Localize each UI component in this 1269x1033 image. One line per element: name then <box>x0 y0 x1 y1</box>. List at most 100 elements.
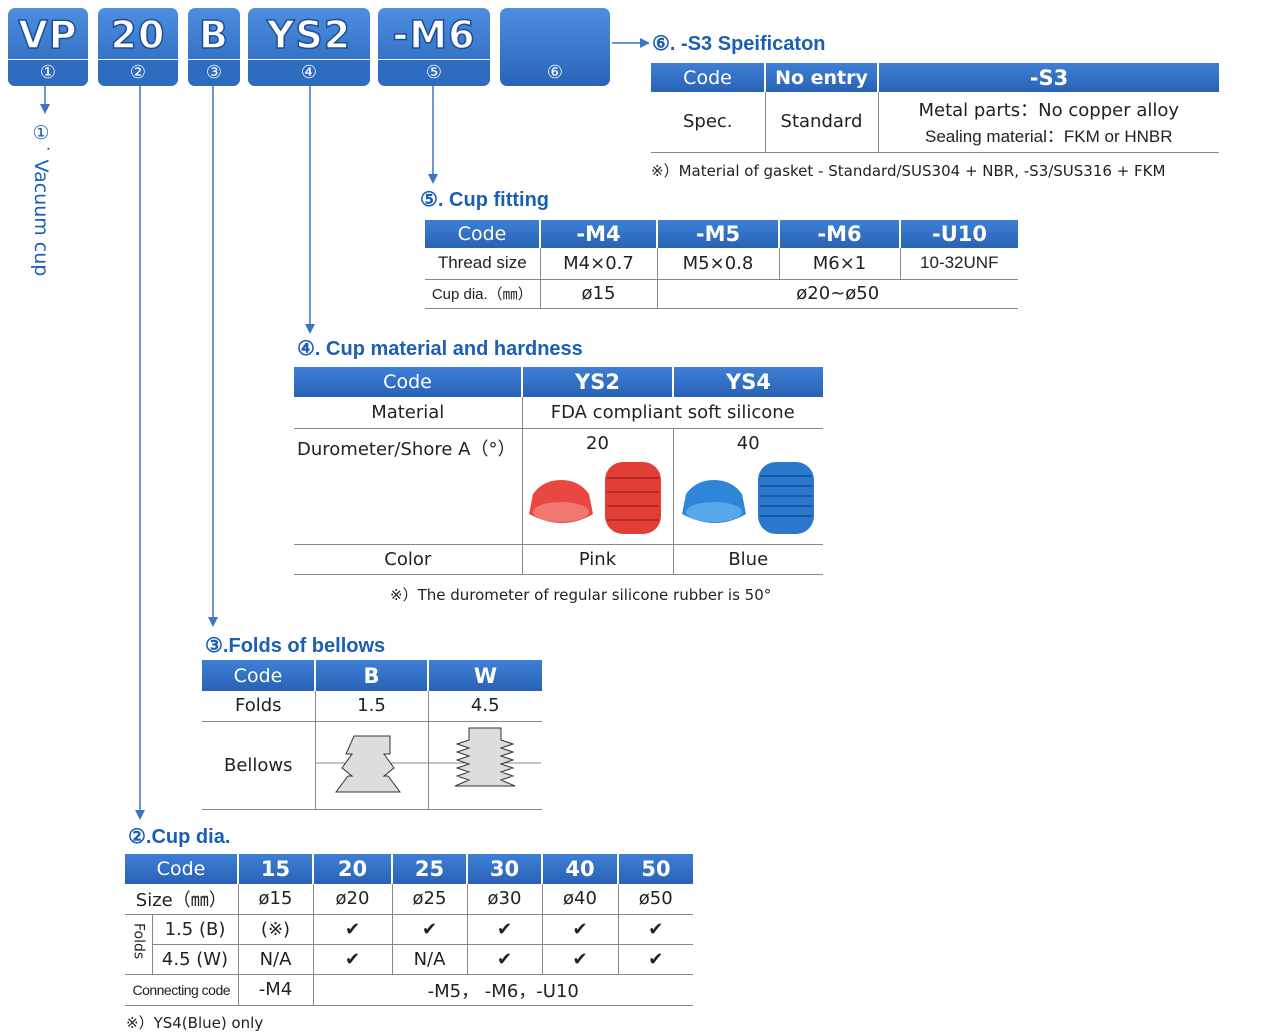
header-cell: No entry <box>764 63 878 92</box>
cup-dia-table: Code 15 20 25 30 40 50 Size（㎜） ø15 ø20 ø25 ø30 ø40 ø… <box>125 854 693 1006</box>
cell: 10-32UNF <box>899 248 1018 280</box>
cell: ✔ <box>541 914 618 945</box>
vacuum-cup-label: ①˙ Vacuum cup <box>30 122 52 276</box>
cell: ✔ <box>617 914 693 945</box>
cell: Folds <box>202 691 315 722</box>
cell: 4.5 (W) <box>151 944 238 975</box>
cell: Cup dia.（㎜） <box>425 279 540 309</box>
code-box: VP ① <box>8 8 88 86</box>
pink-cups <box>528 461 661 534</box>
header-cell: Code <box>651 63 765 92</box>
cup-photo <box>532 501 589 522</box>
cell: Folds <box>125 914 152 975</box>
cell: Spec. <box>651 92 765 153</box>
section-title: ②.Cup dia. <box>128 826 231 848</box>
cell: Metal parts：No copper alloy Sealing mater… <box>877 92 1219 153</box>
header-cell: 30 <box>466 854 542 884</box>
header-cell: YS2 <box>521 367 673 397</box>
cell: ✔ <box>466 944 542 975</box>
header-cell: 25 <box>391 854 467 884</box>
cell: ✔ <box>541 944 618 975</box>
code-number: ① <box>8 59 88 86</box>
code-number: ② <box>98 59 178 86</box>
code <box>500 8 610 60</box>
cell <box>427 721 542 810</box>
cell: -M4 <box>237 974 313 1006</box>
header-cell: Code <box>202 660 315 691</box>
header-cell: YS4 <box>672 367 823 397</box>
note: ※）YS4(Blue) only <box>126 1014 264 1032</box>
code-number: ③ <box>188 59 240 86</box>
cell: ✔ <box>466 914 542 945</box>
code: YS2 <box>266 12 352 58</box>
cell: ✔ <box>391 914 467 945</box>
cell: ø50 <box>617 884 693 915</box>
cell-text: 40 <box>736 432 760 454</box>
label-text: Vacuum cup <box>30 159 52 277</box>
header-cell: -M4 <box>539 220 657 248</box>
cell: Pink <box>521 544 673 575</box>
header-cell: W <box>427 660 542 691</box>
cell: 40 <box>672 428 823 545</box>
cell: Connecting code <box>125 974 238 1006</box>
cup-photo <box>757 461 814 534</box>
cell: Color <box>294 544 522 575</box>
cup-ridges <box>606 476 659 521</box>
header-cell: 15 <box>237 854 313 884</box>
code: VP <box>18 12 78 58</box>
bellows-w <box>429 727 542 786</box>
header-cell: -S3 <box>877 63 1219 92</box>
header-cell: Code <box>294 367 522 397</box>
code: -M6 <box>392 12 476 58</box>
cell: Material <box>294 397 522 429</box>
cell: ø30 <box>466 884 542 915</box>
cell: ø20~ø50 <box>656 279 1018 309</box>
code-number: ④ <box>248 59 370 86</box>
s3-table: Code No entry -S3 Spec. Standard Metal parts… <box>651 63 1219 153</box>
section-title: ⑥. -S3 Speificaton <box>652 33 826 55</box>
code-box: 20 ② <box>98 8 178 86</box>
code: 20 <box>110 12 166 58</box>
cup-photo <box>685 501 742 522</box>
blue-cups <box>681 461 814 534</box>
code-box: -M6 ⑤ <box>378 8 490 86</box>
header-cell: -U10 <box>899 220 1018 248</box>
cell: N/A <box>237 944 313 975</box>
header-cell: B <box>314 660 428 691</box>
code: B <box>198 12 229 58</box>
cell: -M5， -M6，-U10 <box>312 974 693 1006</box>
cell: (※) <box>237 914 313 945</box>
section-title: ④. Cup material and hardness <box>297 338 583 360</box>
code-number: ⑥ <box>546 62 564 83</box>
folds-table: Code B W Folds 1.5 4.5 Bellows <box>202 660 542 810</box>
cup-photo <box>604 461 661 534</box>
cell: Size（㎜） <box>125 884 238 915</box>
cell: 20 <box>521 428 673 545</box>
cup-fitting-table: Code -M4 -M5 -M6 -U10 Thread size M4×0.7 M5×0.… <box>425 220 1018 309</box>
cell: Bellows <box>202 721 315 810</box>
cell-line: Sealing material：FKM or HNBR <box>924 127 1173 147</box>
cell: ø25 <box>391 884 467 915</box>
cell-text: 20 <box>586 432 609 454</box>
cell-text: Folds <box>130 923 147 960</box>
cell: Durometer/Shore A（°） <box>294 428 522 545</box>
note: ※）The durometer of regular silicone rubb… <box>390 586 772 604</box>
bellows-drawing <box>334 735 401 792</box>
cup-ridges <box>759 474 812 517</box>
bellows-drawing <box>455 727 516 786</box>
cell: ✔ <box>312 914 392 945</box>
bellows-b <box>315 735 428 792</box>
cell: ø40 <box>541 884 618 915</box>
cell: M5×0.8 <box>656 248 779 280</box>
header-cell: Code <box>125 854 238 884</box>
cell: ✔ <box>312 944 392 975</box>
cell: M4×0.7 <box>539 248 657 280</box>
cell: FDA compliant soft silicone <box>521 397 823 429</box>
note: ※）Material of gasket - Standard/SUS304 +… <box>651 162 1166 180</box>
cell: M6×1 <box>778 248 900 280</box>
cell-line: Metal parts：No copper alloy <box>918 100 1180 122</box>
cell: ✔ <box>617 944 693 975</box>
